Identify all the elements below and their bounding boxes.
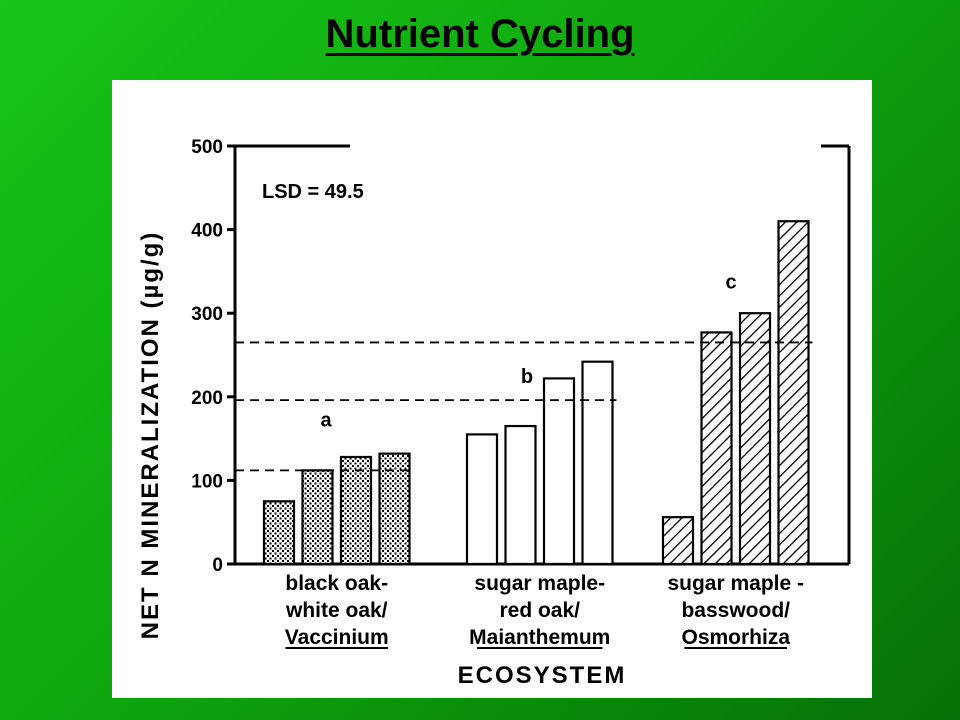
y-tick-label: 0 <box>212 555 223 576</box>
category-label: Osmorhiza <box>681 626 790 649</box>
category-label: Maianthemum <box>469 626 610 649</box>
bar <box>339 455 373 566</box>
lsd-annotation: LSD = 49.5 <box>262 181 364 203</box>
y-tick-label: 500 <box>191 137 223 158</box>
category-label: white oak/ <box>285 599 388 622</box>
bar <box>542 377 576 566</box>
bar <box>465 433 499 566</box>
chart-panel: 0 100 200 300 400 500 NET N MINERALIZATION (µg… <box>112 80 872 698</box>
significance-letter: b <box>521 366 533 388</box>
bar-chart: 0 100 200 300 400 500 NET N MINERALIZATION (µg… <box>137 137 851 689</box>
category-label: red oak/ <box>499 599 580 622</box>
bar <box>661 516 695 566</box>
bar <box>262 500 296 566</box>
y-axis-title: NET N MINERALIZATION (µg/g) <box>137 231 164 640</box>
bar <box>581 360 614 566</box>
category-label: sugar maple- <box>474 572 605 595</box>
bar <box>301 469 334 566</box>
y-tick-label: 400 <box>191 221 223 242</box>
category-label: basswood/ <box>681 599 790 622</box>
slide-title: Nutrient Cycling <box>325 12 635 56</box>
x-axis-title: ECOSYSTEM <box>458 662 627 689</box>
category-label: sugar maple - <box>667 572 804 595</box>
significance-letter: a <box>320 409 332 431</box>
bar <box>738 312 772 566</box>
bar <box>378 452 411 566</box>
y-tick-label: 100 <box>191 471 223 492</box>
bar <box>700 331 733 566</box>
bar <box>504 424 537 566</box>
y-tick-label: 200 <box>191 388 223 409</box>
significance-letter: c <box>725 271 736 293</box>
bar <box>777 220 810 566</box>
category-label: black oak- <box>285 572 388 595</box>
category-label: Vaccinium <box>285 626 389 649</box>
y-tick-label: 300 <box>191 304 223 325</box>
